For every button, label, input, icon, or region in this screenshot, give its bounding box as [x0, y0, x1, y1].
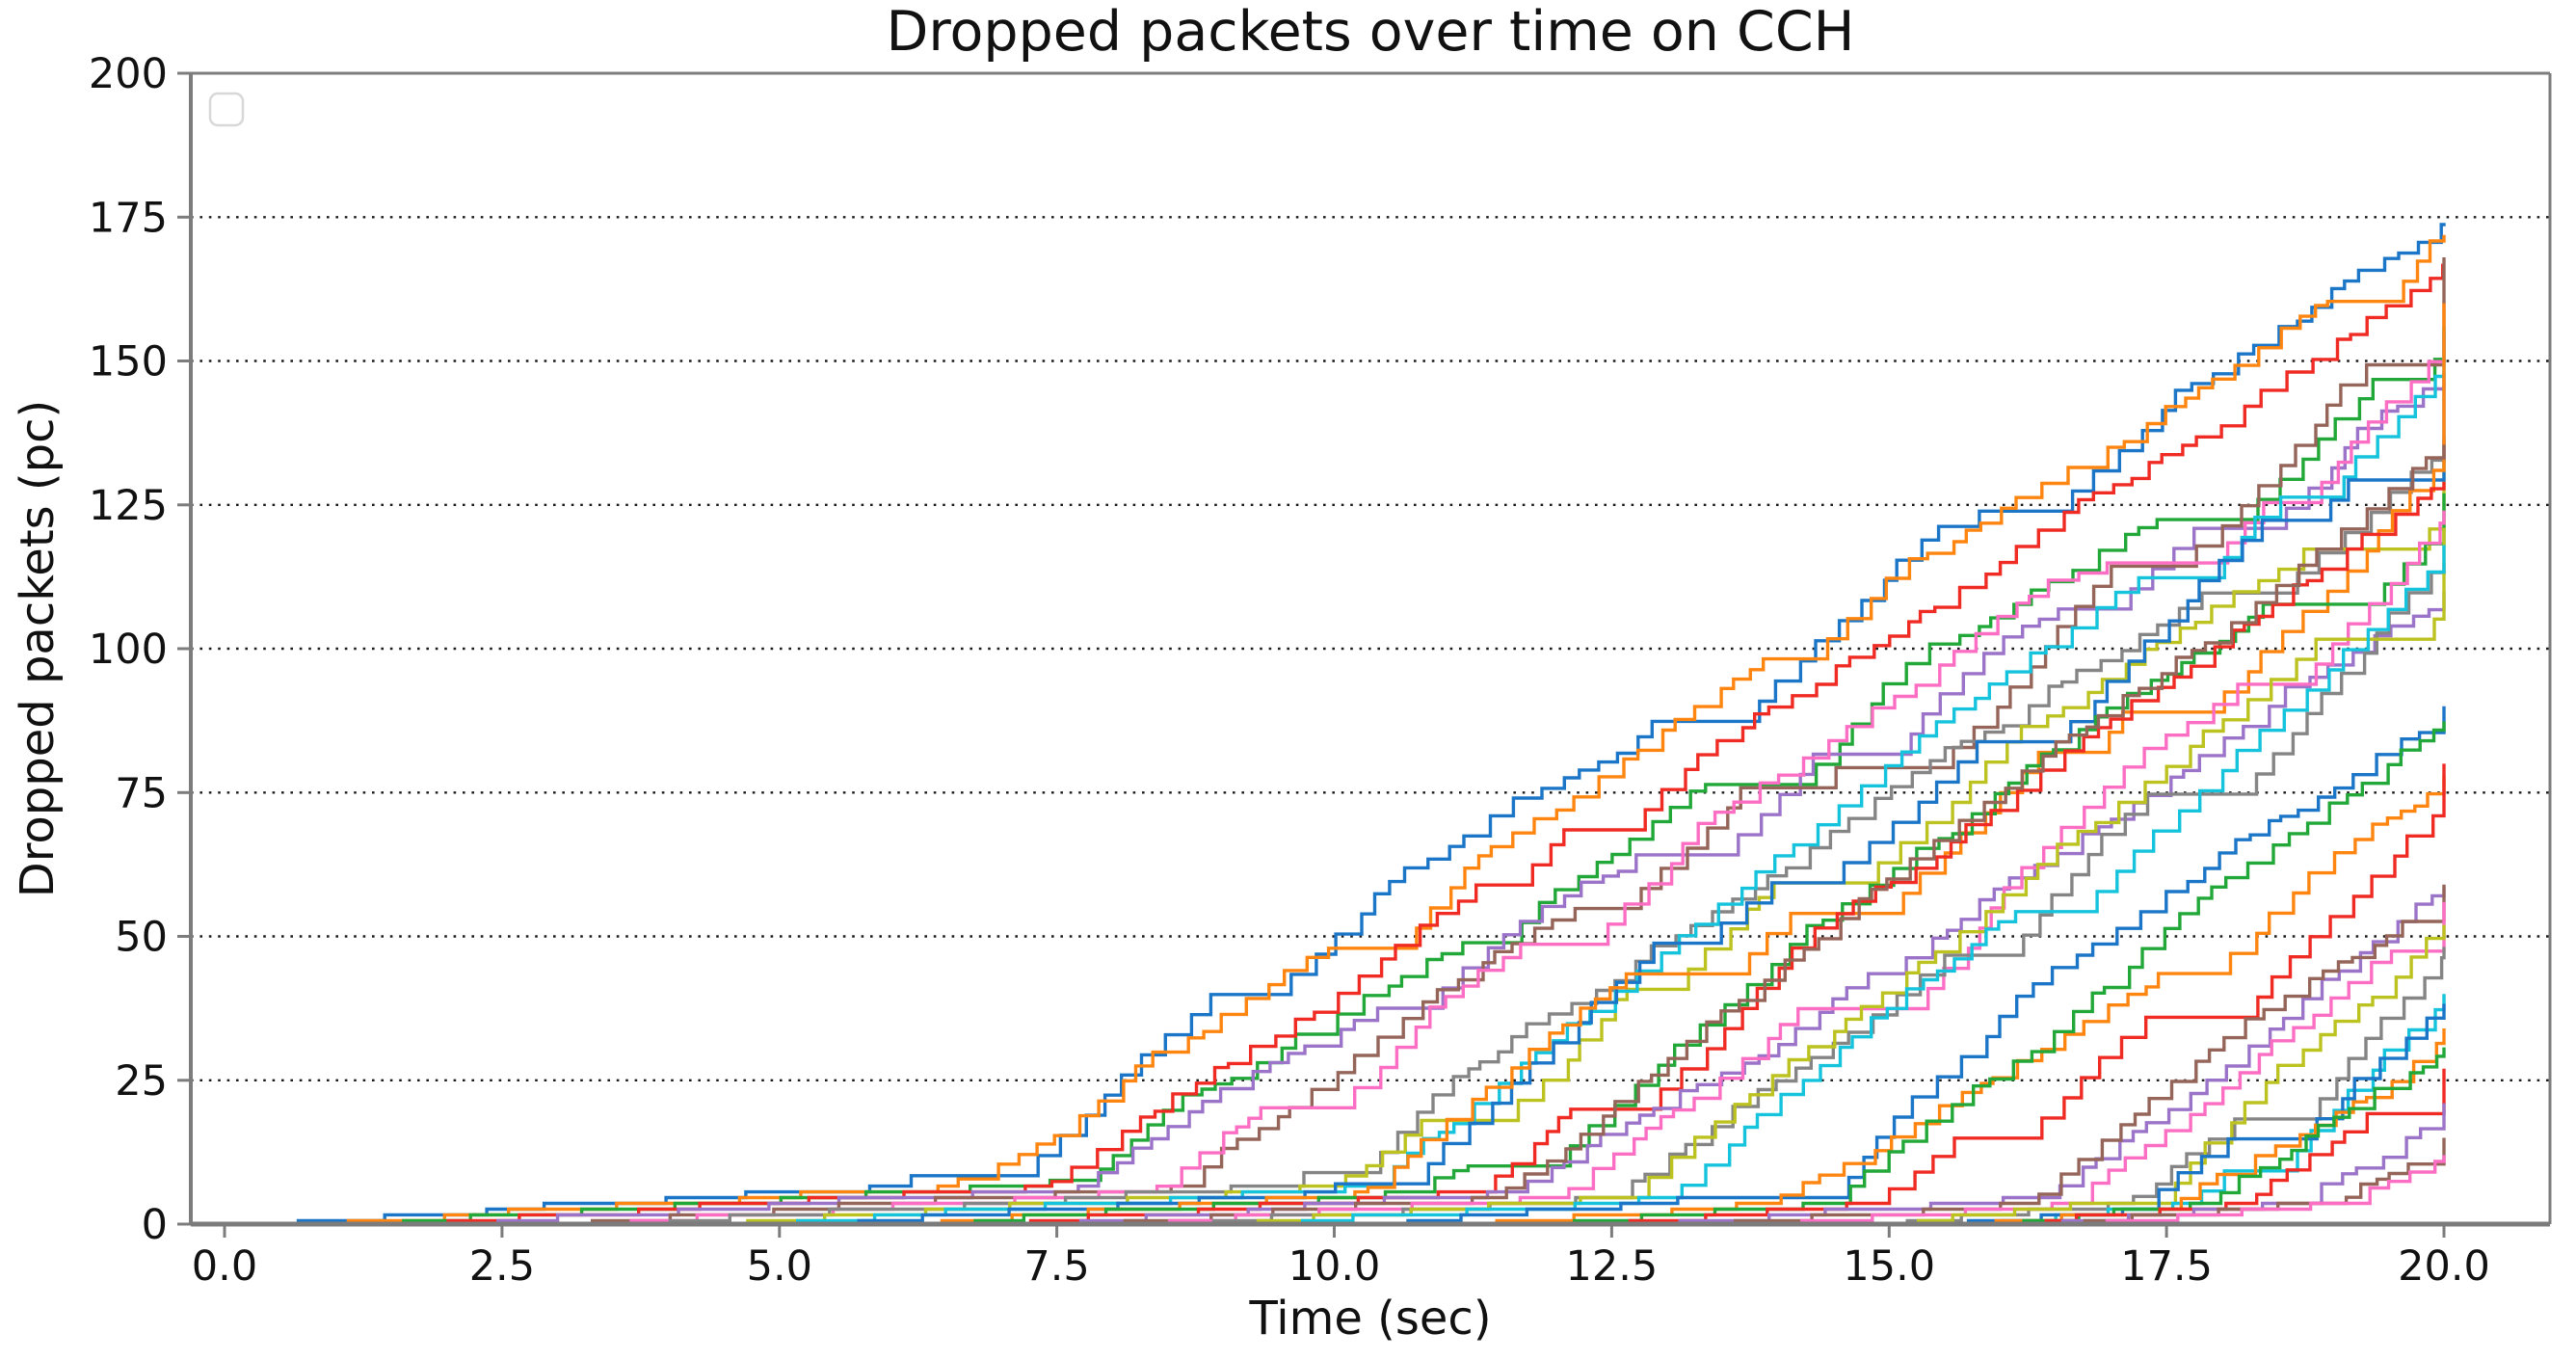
series-line-flow-35-purple — [2060, 1103, 2446, 1223]
series-line-flow-16-brown — [1123, 444, 2446, 1223]
series-line-flow-07-pink — [629, 337, 2446, 1223]
y-tick-label: 150 — [89, 338, 168, 387]
series-line-flow-10-cyan — [796, 326, 2446, 1223]
series-line-flow-05-purple — [496, 379, 2446, 1223]
series-line-flow-18-gray — [1211, 562, 2446, 1223]
x-axis-label: Time (sec) — [1248, 1292, 1491, 1346]
x-tick-label: 10.0 — [1288, 1242, 1381, 1291]
series-line-flow-17-pink — [1167, 510, 2446, 1223]
y-tick-label: 125 — [89, 482, 168, 530]
series-line-flow-32-orange — [1994, 1028, 2446, 1223]
series-line-flow-26-brown — [1734, 884, 2446, 1223]
y-tick-label: 50 — [115, 914, 168, 962]
series-line-flow-37-pink — [2105, 1155, 2446, 1223]
series-line-flow-27-pink — [1800, 901, 2446, 1223]
x-tick-label: 0.0 — [192, 1242, 257, 1291]
series-lines — [296, 223, 2446, 1223]
y-tick-label: 175 — [89, 194, 168, 242]
series-line-flow-14-red — [1028, 481, 2446, 1223]
x-tick-label: 5.0 — [747, 1242, 812, 1291]
series-line-flow-23-green — [1573, 721, 2446, 1223]
series-line-flow-20-cyan — [1301, 545, 2446, 1223]
y-axis-ticks: 0 25 50 75 100 125 150 175 200 — [89, 50, 191, 1249]
series-line-flow-02-orange — [346, 234, 2446, 1223]
series-line-flow-11-blue — [857, 372, 2446, 1223]
series-line-flow-06-brown — [591, 257, 2446, 1223]
x-tick-label: 7.5 — [1023, 1242, 1089, 1291]
series-line-flow-04-red — [446, 263, 2445, 1223]
series-line-flow-22-orange — [1495, 775, 2446, 1223]
series-line-flow-34-red — [2044, 1068, 2446, 1223]
x-tick-label: 17.5 — [2120, 1242, 2213, 1291]
y-tick-label: 100 — [89, 626, 168, 674]
y-gridlines — [191, 216, 2550, 1082]
series-line-flow-08-gray — [668, 436, 2446, 1223]
series-line-flow-12-orange — [940, 303, 2446, 1223]
chart-title: Dropped packets over time on CCH — [886, 0, 1854, 64]
y-tick-label: 75 — [115, 769, 168, 817]
series-line-flow-29-olive — [1917, 924, 2446, 1223]
y-tick-label: 200 — [89, 50, 168, 98]
x-tick-label: 20.0 — [2398, 1242, 2490, 1291]
series-line-flow-21-blue — [1406, 706, 2446, 1223]
x-tick-label: 12.5 — [1566, 1242, 1659, 1291]
plot-frame — [189, 71, 2552, 1227]
y-tick-label: 0 — [142, 1201, 168, 1249]
series-line-flow-03-green — [402, 326, 2446, 1223]
x-tick-label: 15.0 — [1843, 1242, 1935, 1291]
x-axis-ticks: 0.0 2.5 5.0 7.5 10.0 12.5 15.0 17.5 20.0 — [192, 1224, 2490, 1291]
series-line-flow-19-olive — [1256, 527, 2446, 1223]
legend-box-empty — [208, 92, 245, 127]
y-axis-label: Dropped packets (pc) — [11, 400, 65, 898]
series-line-flow-33-green — [2022, 1047, 2446, 1223]
x-tick-label: 2.5 — [469, 1242, 535, 1291]
series-line-flow-24-red — [1628, 763, 2446, 1223]
y-tick-label: 25 — [115, 1057, 168, 1106]
series-line-flow-15-purple — [1078, 591, 2446, 1223]
